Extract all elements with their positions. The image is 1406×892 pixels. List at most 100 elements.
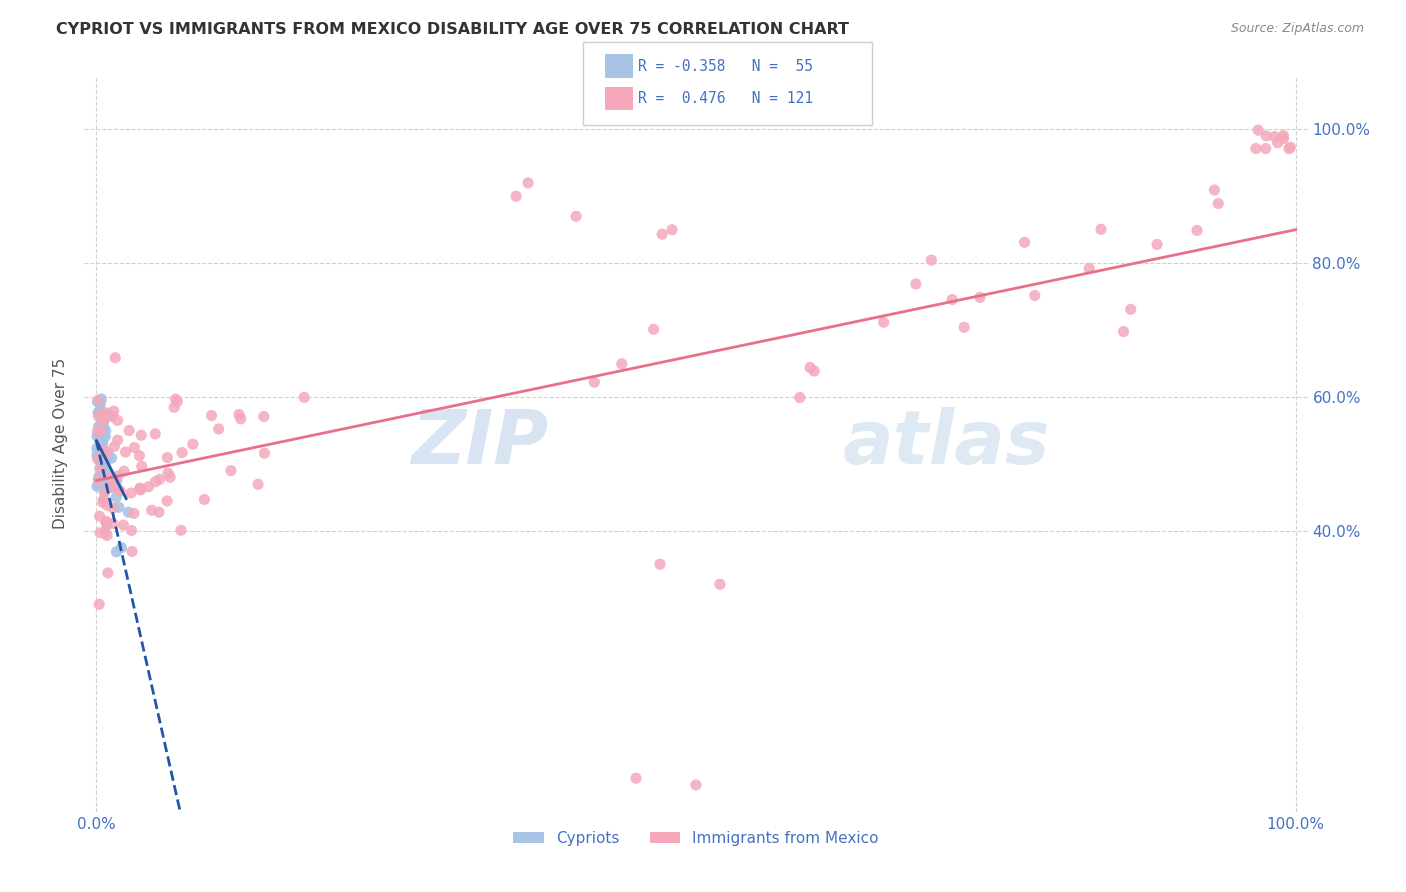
Point — [91, 436, 114, 450]
Point — [98, 481, 121, 495]
Y-axis label: Disability Age Over 75: Disability Age Over 75 — [53, 359, 69, 529]
Point — [229, 412, 252, 426]
Point — [1119, 302, 1142, 317]
Point — [93, 483, 115, 498]
Point — [108, 500, 131, 515]
Point — [1267, 136, 1289, 150]
Point — [803, 364, 825, 378]
Point — [89, 597, 111, 611]
Point — [156, 450, 179, 465]
Text: R =  0.476   N = 121: R = 0.476 N = 121 — [638, 91, 813, 105]
Point — [1272, 131, 1295, 145]
Point — [90, 407, 112, 421]
Point — [91, 413, 114, 427]
Point — [89, 460, 111, 475]
Point — [799, 360, 821, 375]
Point — [87, 409, 110, 424]
Point — [709, 577, 731, 591]
Point — [200, 409, 222, 423]
Point — [969, 290, 991, 304]
Point — [103, 471, 125, 485]
Point — [93, 485, 115, 500]
Point — [253, 409, 276, 424]
Point — [89, 425, 111, 440]
Point — [93, 443, 115, 458]
Text: atlas: atlas — [842, 408, 1050, 480]
Point — [1206, 196, 1229, 211]
Point — [90, 438, 112, 452]
Point — [156, 494, 179, 508]
Point — [1264, 129, 1286, 144]
Point — [104, 351, 127, 365]
Point — [114, 445, 136, 459]
Point — [93, 417, 115, 432]
Point — [143, 426, 166, 441]
Point — [505, 189, 527, 203]
Point — [661, 222, 683, 236]
Point — [131, 459, 153, 474]
Point — [100, 451, 122, 466]
Point — [112, 518, 135, 533]
Point — [110, 541, 132, 555]
Point — [97, 450, 120, 464]
Point — [145, 475, 167, 489]
Point — [107, 468, 129, 483]
Point — [1014, 235, 1036, 250]
Point — [90, 424, 112, 438]
Point — [148, 505, 170, 519]
Point — [89, 469, 111, 483]
Point — [121, 544, 143, 558]
Point — [181, 437, 204, 451]
Point — [141, 503, 163, 517]
Point — [89, 434, 111, 449]
Point — [96, 498, 118, 512]
Point — [86, 448, 108, 462]
Point — [159, 470, 181, 484]
Point — [91, 447, 114, 461]
Point — [94, 516, 117, 530]
Point — [91, 458, 114, 472]
Point — [118, 424, 141, 438]
Point — [98, 409, 121, 423]
Point — [96, 528, 118, 542]
Point — [89, 477, 111, 491]
Point — [941, 293, 963, 307]
Point — [94, 459, 117, 474]
Point — [89, 462, 111, 476]
Point — [1256, 128, 1278, 143]
Point — [86, 442, 108, 456]
Point — [96, 514, 118, 528]
Point — [219, 464, 242, 478]
Point — [90, 474, 112, 488]
Point — [1278, 142, 1301, 156]
Point — [1185, 223, 1208, 237]
Point — [105, 474, 128, 488]
Point — [129, 483, 152, 497]
Point — [100, 480, 122, 494]
Point — [105, 490, 128, 504]
Point — [129, 428, 152, 442]
Point — [565, 209, 588, 223]
Point — [86, 479, 108, 493]
Point — [97, 566, 120, 580]
Point — [87, 452, 110, 467]
Point — [101, 516, 124, 531]
Point — [91, 427, 114, 442]
Point — [156, 466, 179, 480]
Point — [920, 253, 942, 268]
Point — [86, 394, 108, 409]
Point — [124, 441, 146, 455]
Point — [94, 406, 117, 420]
Point — [129, 481, 152, 495]
Point — [89, 396, 111, 410]
Point — [87, 447, 110, 461]
Point — [112, 464, 135, 478]
Point — [247, 477, 270, 491]
Point — [97, 445, 120, 459]
Point — [103, 439, 125, 453]
Point — [517, 176, 540, 190]
Point — [87, 419, 110, 434]
Point — [1078, 261, 1101, 276]
Point — [90, 447, 112, 461]
Text: ZIP: ZIP — [412, 408, 550, 480]
